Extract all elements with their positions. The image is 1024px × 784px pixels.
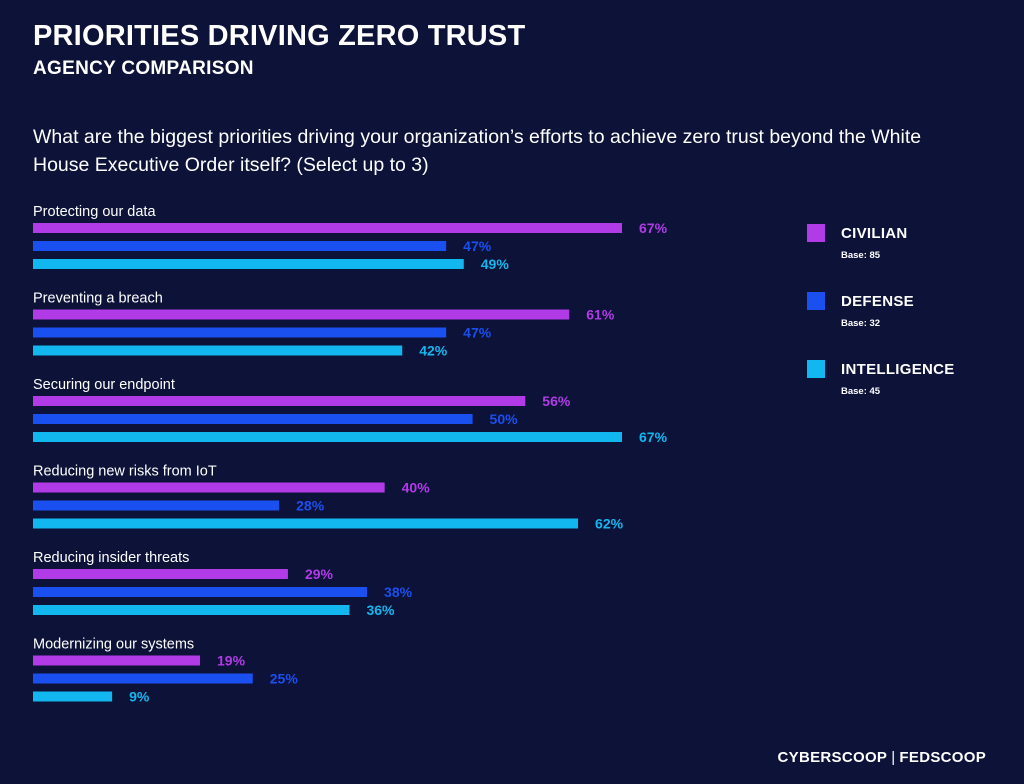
category-label-protecting-our-data: Protecting our data [33,204,156,220]
bar-civilian-securing-our-endpoint [33,396,526,406]
survey-question: What are the biggest priorities driving … [33,126,922,176]
value-label-defense-protecting-our-data: 47% [463,238,492,254]
value-label-intelligence-securing-our-endpoint: 67% [639,429,668,445]
value-label-intelligence-modernizing-our-systems: 9% [129,689,150,705]
bar-intelligence-protecting-our-data [33,259,464,269]
value-label-civilian-reducing-new-risks-from-iot: 40% [402,480,431,496]
bar-intelligence-modernizing-our-systems [33,691,113,702]
bar-civilian-reducing-insider-threats [33,569,288,579]
value-label-civilian-protecting-our-data: 67% [639,220,668,236]
value-label-defense-reducing-insider-threats: 38% [384,584,413,600]
brand-fedscoop: FEDSCOOP [899,749,986,766]
value-label-defense-modernizing-our-systems: 25% [270,671,299,687]
value-label-civilian-modernizing-our-systems: 19% [217,653,246,669]
bar-defense-modernizing-our-systems [33,673,253,684]
chart-title: PRIORITIES DRIVING ZERO TRUST [33,20,526,52]
legend-label-intelligence: INTELLIGENCE [841,361,955,378]
bar-intelligence-reducing-insider-threats [33,605,350,615]
brand-cyberscoop: CYBERSCOOP [777,749,888,766]
value-label-civilian-preventing-a-breach: 61% [586,307,615,323]
legend-label-civilian: CIVILIAN [841,225,908,242]
legend-swatch-defense [807,292,825,310]
bar-intelligence-reducing-new-risks-from-iot [33,518,579,529]
bar-civilian-modernizing-our-systems [33,655,201,666]
legend-swatch-intelligence [807,360,825,378]
brand-separator: | [891,749,896,766]
bar-defense-securing-our-endpoint [33,414,473,424]
legend-base-civilian: Base: 85 [841,250,881,261]
category-label-preventing-a-breach: Preventing a breach [33,291,163,307]
value-label-civilian-reducing-insider-threats: 29% [305,566,334,582]
value-label-intelligence-preventing-a-breach: 42% [419,343,448,359]
bar-defense-protecting-our-data [33,241,447,251]
category-label-reducing-new-risks-from-iot: Reducing new risks from IoT [33,464,217,480]
bar-defense-reducing-new-risks-from-iot [33,500,280,511]
chart-subtitle: AGENCY COMPARISON [33,58,254,79]
bar-intelligence-preventing-a-breach [33,345,403,356]
value-label-intelligence-reducing-new-risks-from-iot: 62% [595,516,624,532]
value-label-defense-preventing-a-breach: 47% [463,325,492,341]
footer-brand: CYBERSCOOP | FEDSCOOP [778,749,986,766]
category-label-modernizing-our-systems: Modernizing our systems [33,637,194,653]
value-label-defense-securing-our-endpoint: 50% [490,411,519,427]
legend-label-defense: DEFENSE [841,293,914,310]
value-label-intelligence-reducing-insider-threats: 36% [366,602,395,618]
category-label-reducing-insider-threats: Reducing insider threats [33,550,189,566]
bar-civilian-preventing-a-breach [33,309,570,320]
bar-intelligence-securing-our-endpoint [33,432,622,442]
value-label-defense-reducing-new-risks-from-iot: 28% [296,498,325,514]
value-label-civilian-securing-our-endpoint: 56% [542,393,571,409]
bar-civilian-protecting-our-data [33,223,622,233]
category-label-securing-our-endpoint: Securing our endpoint [33,377,175,393]
legend-base-intelligence: Base: 45 [841,386,881,397]
legend-swatch-civilian [807,224,825,242]
bar-civilian-reducing-new-risks-from-iot [33,482,385,493]
legend-base-defense: Base: 32 [841,318,880,329]
bar-defense-reducing-insider-threats [33,587,368,597]
value-label-intelligence-protecting-our-data: 49% [481,256,510,272]
bar-defense-preventing-a-breach [33,327,447,338]
